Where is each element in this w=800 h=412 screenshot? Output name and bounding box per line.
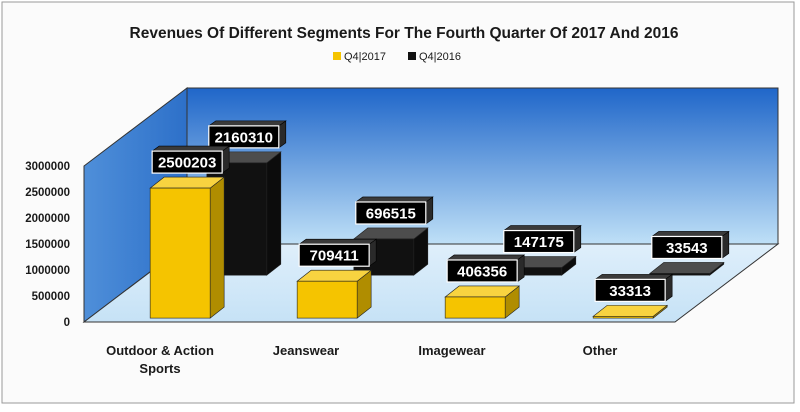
y-axis: 0 500000 1000000 1500000 2000000 2500000 30000… [25, 161, 70, 329]
bar-front [592, 316, 654, 319]
bar-side [266, 151, 282, 276]
value-label-top [298, 238, 378, 245]
bar-q4-2017-outdoor-action-sports [149, 176, 226, 319]
y-tick-label: 500000 [32, 291, 70, 303]
legend-swatch-q4-2017 [333, 52, 341, 60]
bar-front [444, 296, 506, 319]
value-label-top [502, 225, 582, 231]
value-label-top [594, 274, 674, 280]
y-tick-label: 1500000 [25, 239, 70, 251]
bar-side [209, 176, 225, 319]
value-label-box [298, 243, 370, 267]
legend-label-q4-2017: Q4|2017 [344, 51, 386, 63]
value-label-text: 406356 [457, 263, 507, 280]
value-label-q4-2016-outdoor-action-sports: 2160310 [207, 120, 287, 149]
value-label-box [151, 150, 223, 174]
value-label-q4-2017-other: 33313 [594, 273, 674, 302]
value-label-box [446, 259, 518, 283]
x-axis: Outdoor & Action Sports Jeanswear Imagewear… [106, 343, 617, 376]
bar-front [149, 187, 211, 319]
value-label-text: 696515 [366, 205, 416, 222]
value-label-q4-2017-imagewear: 406356 [446, 254, 526, 283]
value-label-q4-2017-outdoor-action-sports: 2500203 [151, 145, 231, 174]
value-label-box [651, 235, 723, 260]
legend-label-q4-2016: Q4|2016 [419, 51, 461, 63]
y-tick-label: 1000000 [25, 265, 70, 277]
value-label-box [503, 229, 575, 254]
bar-q4-2017-jeanswear [296, 269, 373, 319]
value-label-q4-2016-jeanswear: 696515 [354, 196, 434, 225]
value-label-top [207, 120, 287, 127]
value-label-q4-2017-jeanswear: 709411 [298, 238, 378, 267]
legend: Q4|2017 Q4|2016 [333, 51, 461, 63]
value-label-top [354, 196, 434, 203]
category-label-other: Other [583, 343, 618, 358]
y-tick-label: 3000000 [25, 161, 70, 173]
value-label-box [594, 278, 666, 302]
chart-title: Revenues Of Different Segments For The F… [130, 25, 679, 42]
value-labels: 2160310 696515 147175 33543 2500203 709411 406… [151, 120, 730, 302]
y-tick-label: 0 [64, 317, 70, 329]
value-label-text: 2500203 [158, 155, 216, 172]
category-label-jeanswear: Jeanswear [273, 343, 340, 358]
category-label-outdoor-action-sports: Outdoor & Action Sports [106, 343, 214, 376]
bar-front [296, 280, 358, 319]
y-tick-label: 2000000 [25, 213, 70, 225]
bar-q4-2017-other [592, 304, 669, 319]
category-label-imagewear: Imagewear [418, 343, 485, 358]
value-label-box [355, 201, 427, 225]
bar-q4-2016-other [648, 261, 725, 276]
value-label-text: 709411 [310, 248, 359, 265]
value-label-q4-2016-other: 33543 [650, 230, 730, 260]
value-label-top [446, 254, 526, 261]
value-label-q4-2016-imagewear: 147175 [502, 224, 582, 254]
value-label-text: 2160310 [215, 129, 273, 146]
value-label-text: 147175 [514, 234, 564, 251]
value-label-top [650, 231, 730, 237]
value-label-top [151, 145, 231, 152]
value-label-text: 33543 [666, 240, 708, 257]
y-tick-label: 2500000 [25, 187, 70, 199]
value-label-box [208, 125, 280, 149]
value-label-text: 33313 [609, 283, 651, 300]
legend-swatch-q4-2016 [408, 52, 416, 60]
bar-q4-2017-imagewear [444, 285, 521, 319]
